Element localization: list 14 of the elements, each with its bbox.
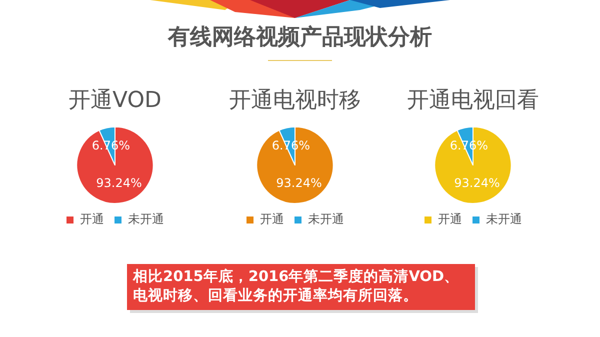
data-label: 93.24% — [454, 176, 500, 190]
data-label: 93.24% — [96, 176, 142, 190]
chart-title: 开通VOD — [68, 88, 162, 113]
legend-label: 开通 — [80, 212, 104, 226]
chart-title: 开通电视回看 — [407, 88, 539, 113]
legend-label: 开通 — [260, 212, 284, 226]
legend-label: 未开通 — [128, 212, 164, 226]
data-label: 93.24% — [276, 176, 322, 190]
legend-label: 开通 — [438, 212, 462, 226]
text: 相比2015年底，2016年第二季度的高清VOD、电视时移、回看业务的开通率均有所回落。 — [133, 268, 460, 306]
legend-label: 未开通 — [308, 212, 344, 226]
text: 有线网络视频产品现状分析 — [166, 24, 433, 52]
legend-label: 未开通 — [486, 212, 522, 226]
chart-title: 开通电视时移 — [229, 88, 361, 113]
